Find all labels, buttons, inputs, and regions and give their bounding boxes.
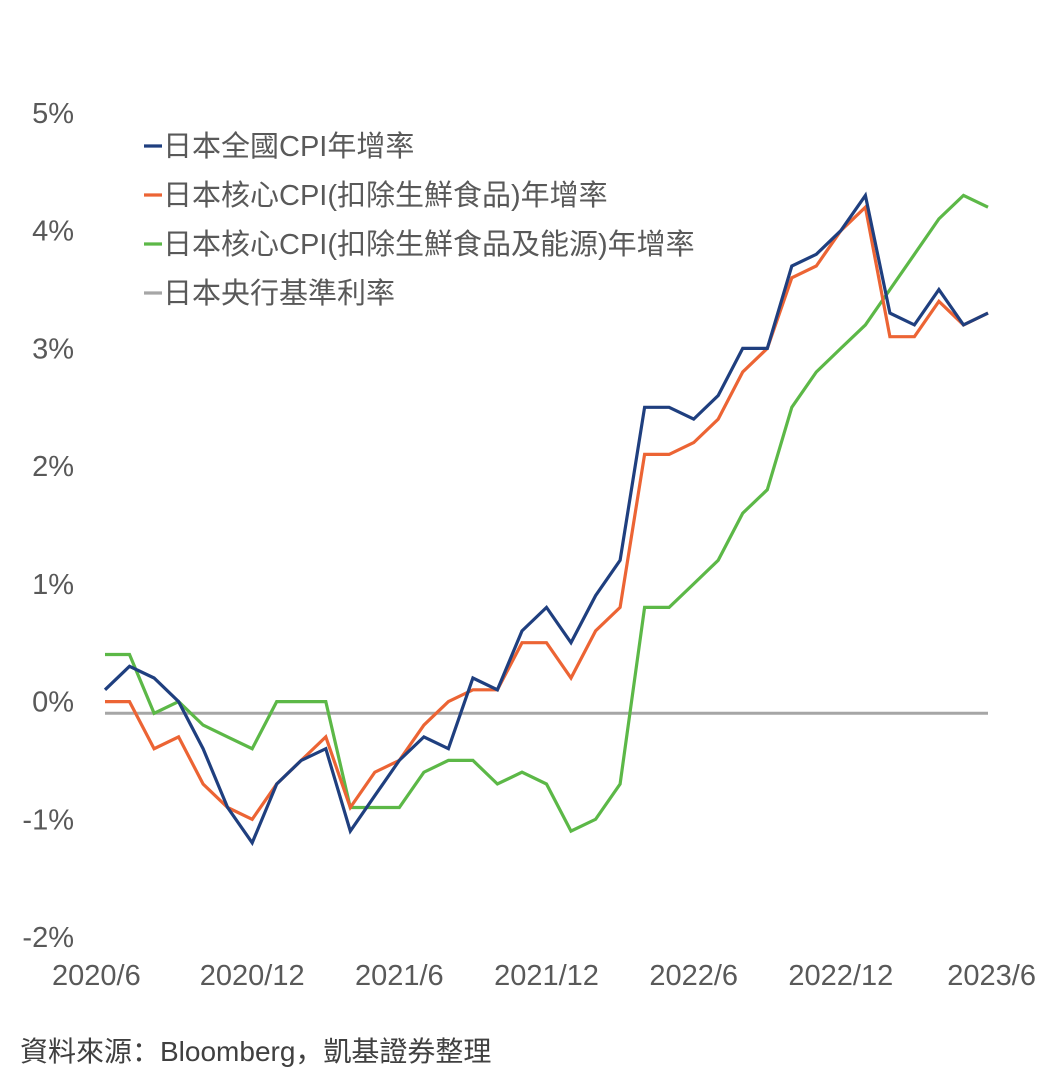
x-tick-label: 2023/6 bbox=[947, 960, 1036, 992]
series-lines bbox=[103, 191, 989, 847]
x-tick-label: 2020/6 bbox=[52, 960, 141, 992]
x-tick-label: 2021/12 bbox=[494, 960, 599, 992]
y-axis-tick-labels: 5% 4% 3% 2% 1% 0% -1% -2% bbox=[22, 98, 74, 954]
series-line-0 bbox=[103, 191, 989, 847]
x-tick-label: 2020/12 bbox=[200, 960, 305, 992]
legend-label-3: 日本央行基準利率 bbox=[163, 277, 395, 310]
y-tick-label: -1% bbox=[22, 804, 74, 836]
legend-label-0: 日本全國CPI年增率 bbox=[163, 130, 414, 163]
y-tick-label: 2% bbox=[32, 451, 74, 483]
series-line-2 bbox=[105, 193, 989, 834]
y-tick-label: 4% bbox=[32, 216, 74, 248]
source-note: 資料來源：Bloomberg，凱基證券整理 bbox=[20, 1036, 492, 1067]
y-tick-label: 0% bbox=[32, 687, 74, 719]
x-tick-label: 2022/12 bbox=[788, 960, 893, 992]
x-axis-tick-labels: 2020/6 2020/12 2021/6 2021/12 2022/6 2022/12 2… bbox=[52, 960, 1036, 992]
legend-label-1: 日本核心CPI(扣除生鮮食品)年增率 bbox=[163, 179, 608, 212]
x-tick-label: 2022/6 bbox=[649, 960, 738, 992]
y-tick-label: -2% bbox=[22, 922, 74, 954]
legend: 日本全國CPI年增率日本核心CPI(扣除生鮮食品)年增率日本核心CPI(扣除生鮮… bbox=[144, 130, 695, 310]
y-tick-label: 5% bbox=[32, 98, 74, 130]
y-tick-label: 1% bbox=[32, 569, 74, 601]
y-tick-label: 3% bbox=[32, 333, 74, 365]
x-tick-label: 2021/6 bbox=[355, 960, 444, 992]
legend-label-2: 日本核心CPI(扣除生鮮食品及能源)年增率 bbox=[163, 228, 695, 261]
cpi-line-chart: 5%4%3%2%1%0%-1%-2% 2020/6 2020/12 2021/6 20… bbox=[22, 98, 1036, 992]
